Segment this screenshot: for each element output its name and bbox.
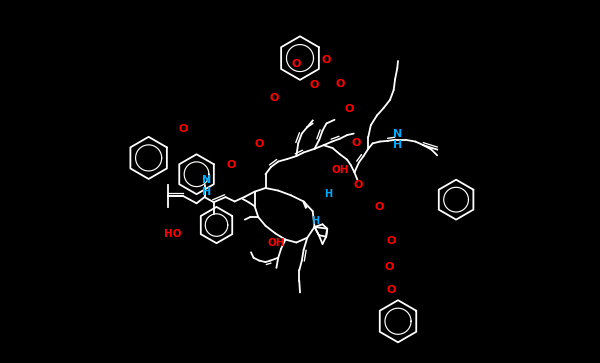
Text: O: O (374, 202, 384, 212)
Text: O: O (344, 104, 353, 114)
Text: H: H (202, 187, 211, 197)
Text: O: O (226, 160, 236, 170)
Text: O: O (322, 55, 331, 65)
Text: OH: OH (331, 165, 349, 175)
Text: O: O (386, 285, 395, 295)
Text: HO: HO (164, 229, 182, 239)
Text: O: O (270, 93, 279, 103)
Text: O: O (353, 180, 363, 190)
Text: N: N (202, 175, 211, 185)
Text: O: O (178, 124, 188, 134)
Text: H: H (311, 216, 320, 227)
Text: N: N (394, 129, 403, 139)
Text: O: O (335, 79, 344, 89)
Text: O: O (386, 236, 395, 246)
Text: H: H (394, 140, 403, 150)
Text: O: O (384, 262, 394, 272)
Text: H: H (324, 189, 332, 199)
Text: O: O (310, 80, 319, 90)
Text: O: O (292, 58, 301, 69)
Text: OH: OH (268, 238, 285, 248)
Text: O: O (254, 139, 264, 150)
Text: O: O (352, 138, 361, 148)
